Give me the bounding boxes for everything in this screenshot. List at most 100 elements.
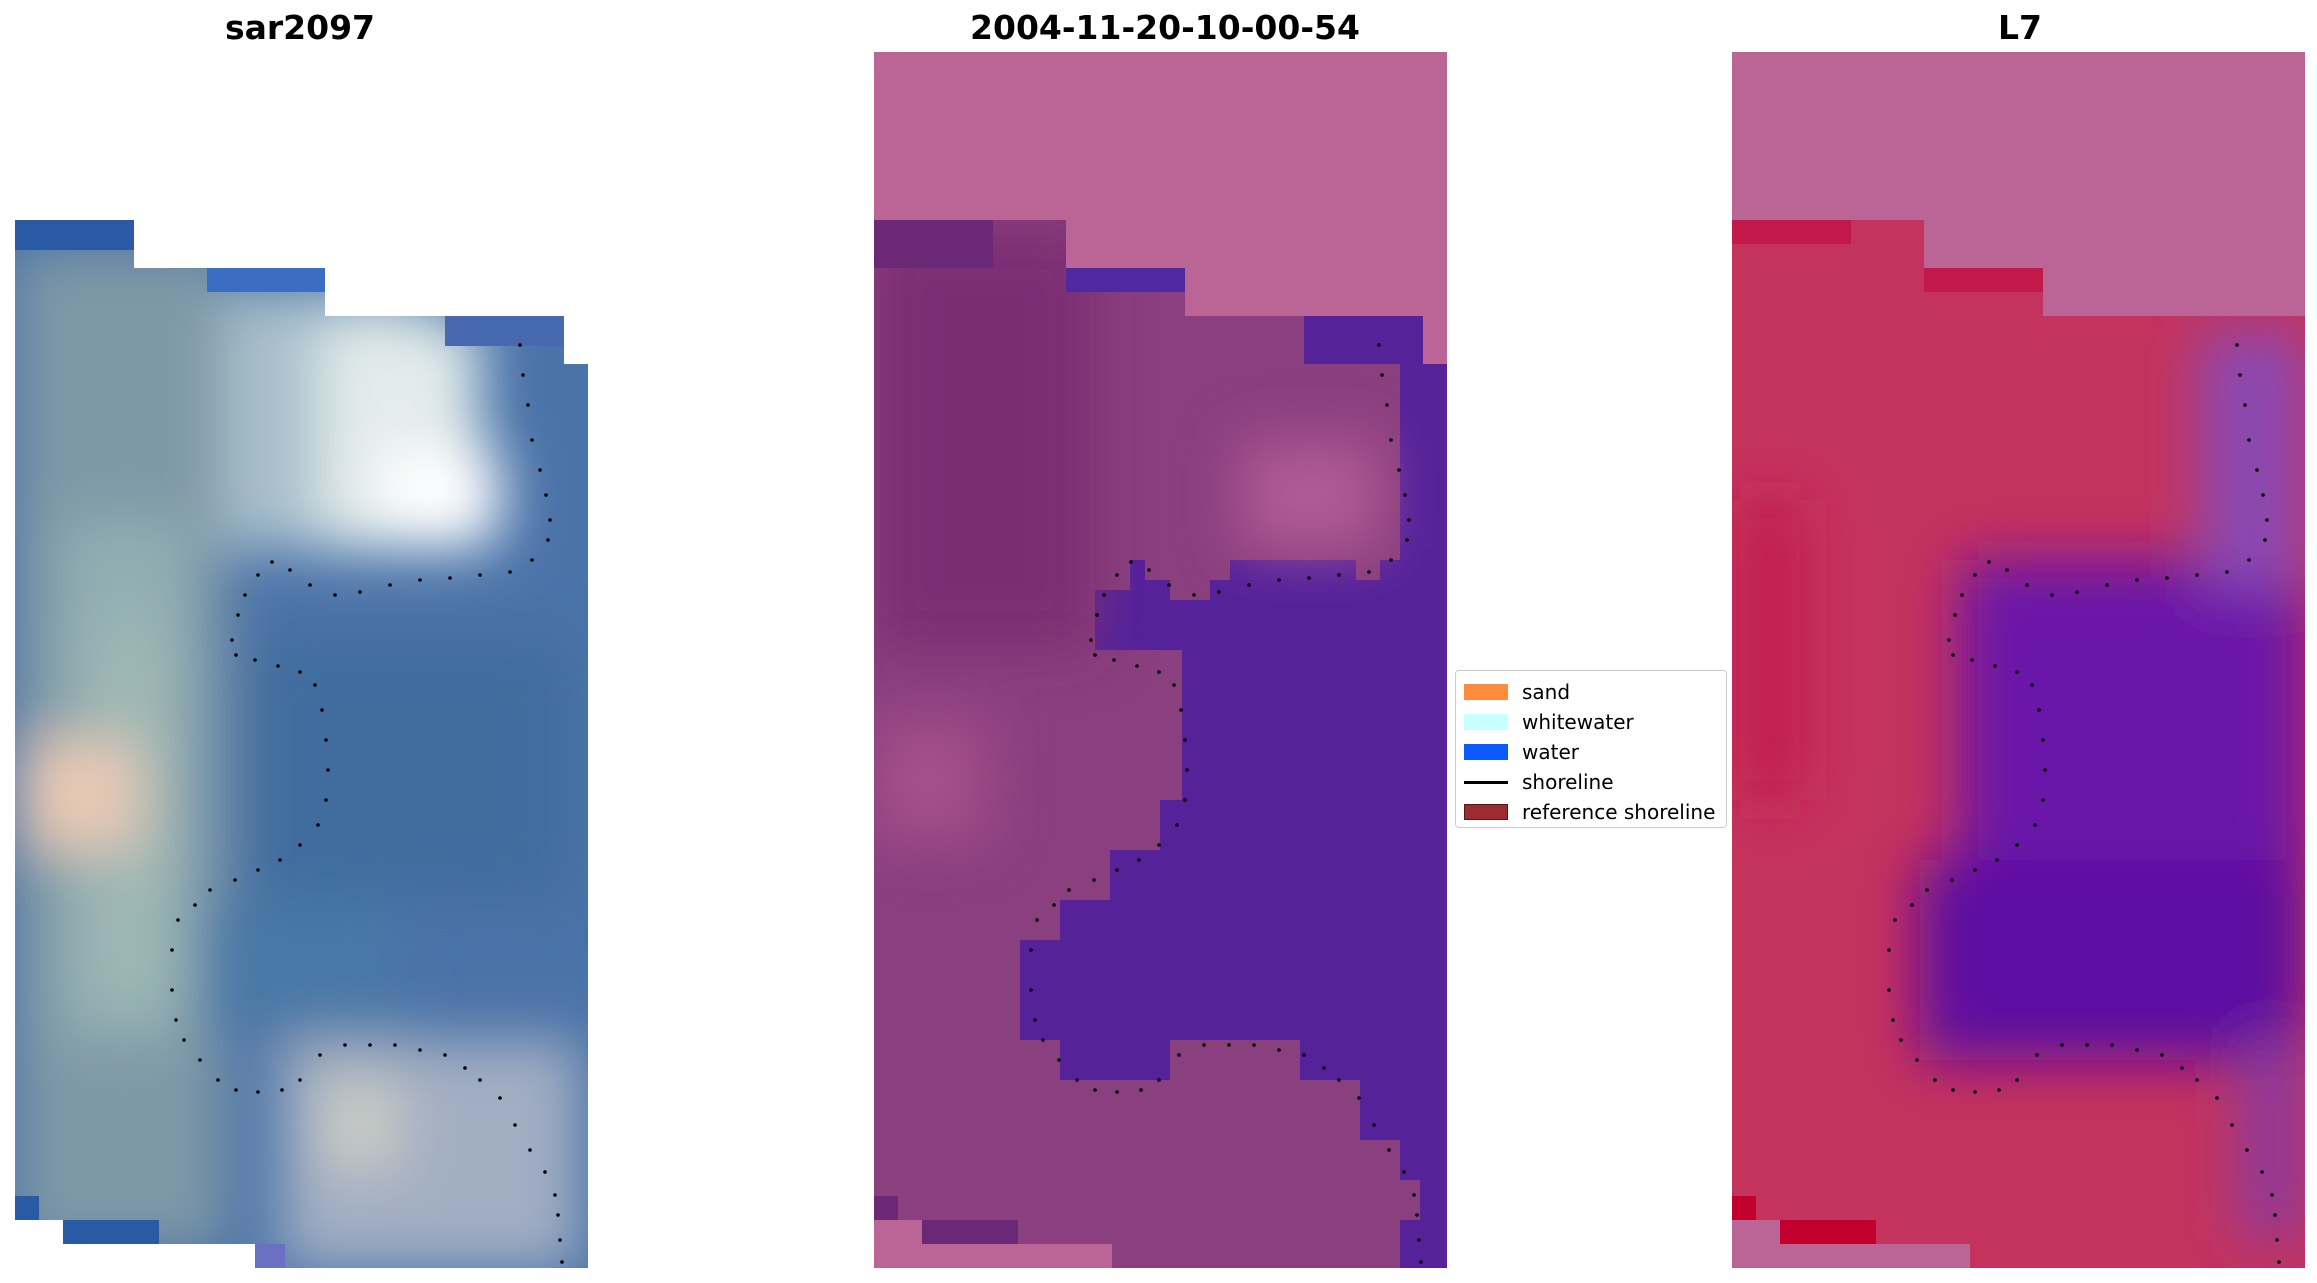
shoreline-point xyxy=(1412,1193,1416,1197)
shoreline-point xyxy=(326,768,330,772)
shoreline-point xyxy=(1357,1096,1361,1100)
shoreline-point xyxy=(333,593,337,597)
shoreline-point xyxy=(478,573,482,577)
shoreline-point xyxy=(270,560,274,564)
legend-swatch-whitewater xyxy=(1464,714,1508,730)
shoreline-point xyxy=(443,1053,447,1057)
shoreline-point xyxy=(1139,1088,1143,1092)
shoreline-point xyxy=(1951,653,1955,657)
shoreline-point xyxy=(1960,593,1964,597)
legend-line-shoreline xyxy=(1464,780,1508,784)
shoreline-point xyxy=(1337,573,1341,577)
shoreline-point xyxy=(1183,798,1187,802)
shoreline-point xyxy=(1092,878,1096,882)
shoreline-point xyxy=(1887,948,1891,952)
shoreline-point xyxy=(1970,658,1974,662)
shoreline-point xyxy=(560,1260,564,1264)
shoreline-point xyxy=(1947,638,1951,642)
shoreline-point xyxy=(1112,658,1116,662)
shoreline-point xyxy=(208,888,212,892)
shoreline-point xyxy=(2265,518,2269,522)
shoreline-point xyxy=(530,438,534,442)
shoreline-point xyxy=(256,573,260,577)
shoreline-point xyxy=(1093,653,1097,657)
shoreline-point xyxy=(278,858,282,862)
shoreline-point xyxy=(546,538,550,542)
shoreline-point xyxy=(1041,1038,1045,1042)
shoreline-point xyxy=(2015,1078,2019,1082)
shoreline-point xyxy=(182,1038,186,1042)
shoreline-point xyxy=(1067,888,1071,892)
shoreline-point xyxy=(498,1096,502,1100)
shoreline-point xyxy=(1417,1238,1421,1242)
legend-swatch-reference-shoreline xyxy=(1464,804,1508,820)
shoreline-point xyxy=(2050,593,2054,597)
shoreline-point xyxy=(1372,1123,1376,1127)
shoreline-point xyxy=(1302,1053,1306,1057)
shoreline-point xyxy=(1915,1058,1919,1062)
shoreline-point xyxy=(2135,578,2139,582)
shoreline-point xyxy=(393,1043,397,1047)
shoreline-point xyxy=(1075,1078,1079,1082)
shoreline-point xyxy=(253,658,257,662)
shoreline-point xyxy=(1933,1078,1937,1082)
shoreline-point xyxy=(2247,438,2251,442)
shoreline-point xyxy=(1405,538,1409,542)
shoreline-point xyxy=(198,1058,202,1062)
shoreline-point xyxy=(1129,560,1133,564)
legend-item-water: water xyxy=(1464,737,1718,767)
shoreline-point xyxy=(298,670,302,674)
shoreline-point xyxy=(1089,638,1093,642)
shoreline-point xyxy=(174,1018,178,1022)
shoreline-point xyxy=(543,1170,547,1174)
shoreline-point xyxy=(2215,1096,2219,1100)
shoreline-point xyxy=(521,373,525,377)
panel-title-index: L7 xyxy=(1998,8,2042,47)
shoreline-point xyxy=(1950,878,1954,882)
shoreline-point xyxy=(170,988,174,992)
shoreline-point xyxy=(1202,1043,1206,1047)
shoreline-point xyxy=(1893,918,1897,922)
shoreline-point xyxy=(548,518,552,522)
legend-swatch-sand xyxy=(1464,684,1508,700)
shoreline-point xyxy=(1157,670,1161,674)
legend-label-shoreline: shoreline xyxy=(1522,770,1614,794)
shoreline-point xyxy=(2035,1053,2039,1057)
shoreline-point xyxy=(1172,683,1176,687)
shoreline-point xyxy=(2030,683,2034,687)
shoreline-point xyxy=(1192,593,1196,597)
shoreline-point xyxy=(280,1088,284,1092)
shoreline-point xyxy=(1403,493,1407,497)
shoreline-point xyxy=(1995,858,1999,862)
shoreline-point xyxy=(1973,868,1977,872)
shoreline-point xyxy=(1377,343,1381,347)
shoreline-point xyxy=(558,1238,562,1242)
shoreline-point xyxy=(233,878,237,882)
shoreline-point xyxy=(513,1123,517,1127)
shoreline-point xyxy=(236,613,240,617)
rgb-satellite-image xyxy=(15,220,588,1268)
shoreline-point xyxy=(1033,1018,1037,1022)
shoreline-point xyxy=(1147,568,1151,572)
shoreline-point xyxy=(358,590,362,594)
index-image xyxy=(1732,52,2305,1268)
shoreline-point xyxy=(1115,868,1119,872)
shoreline-point xyxy=(1973,573,1977,577)
shoreline-point xyxy=(388,583,392,587)
shoreline-point xyxy=(2025,583,2029,587)
legend-label-sand: sand xyxy=(1522,680,1571,704)
shoreline-point xyxy=(2041,798,2045,802)
shoreline-point xyxy=(2277,1260,2281,1264)
shoreline-point xyxy=(2275,1238,2279,1242)
shoreline-point xyxy=(1185,768,1189,772)
shoreline-point xyxy=(1367,570,1371,574)
shoreline-point xyxy=(2060,1043,2064,1047)
shoreline-point xyxy=(1380,373,1384,377)
shoreline-point xyxy=(313,683,317,687)
shoreline-point xyxy=(2245,1148,2249,1152)
shoreline-point xyxy=(2230,1123,2234,1127)
legend-label-whitewater: whitewater xyxy=(1522,710,1634,734)
shoreline-point xyxy=(1029,988,1033,992)
shoreline-point xyxy=(1973,1090,1977,1094)
shoreline-point xyxy=(2135,1048,2139,1052)
